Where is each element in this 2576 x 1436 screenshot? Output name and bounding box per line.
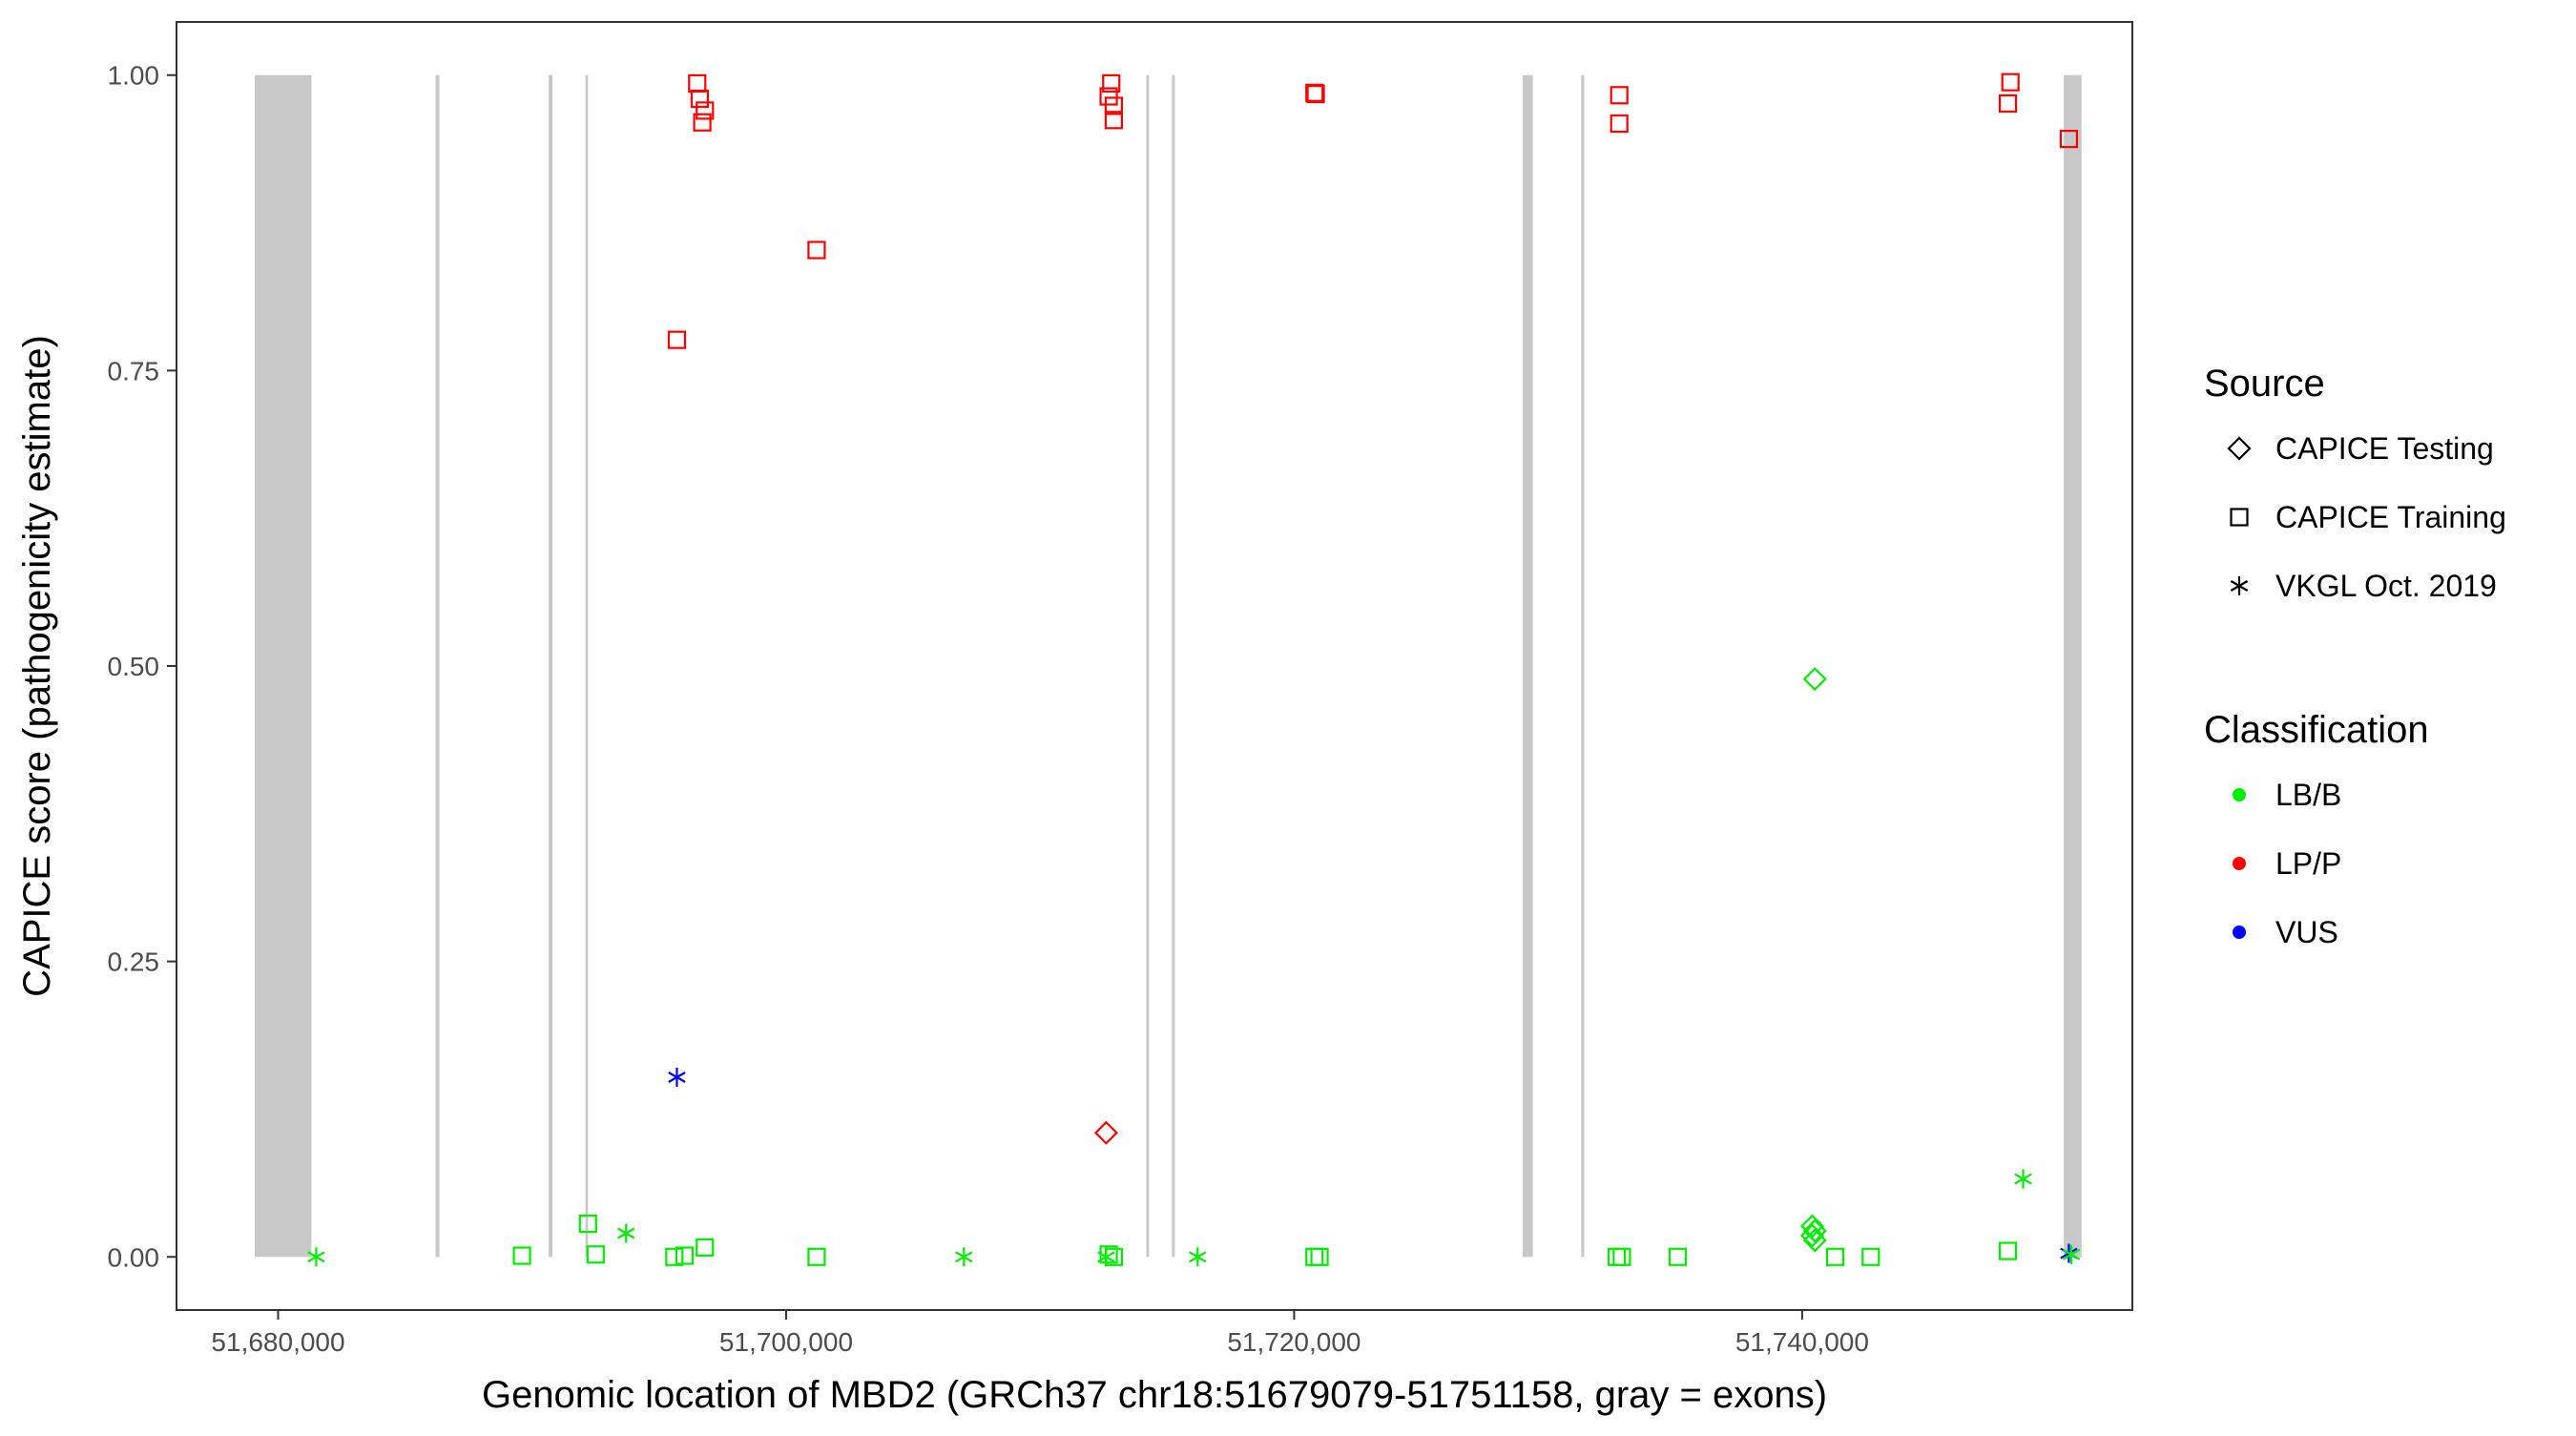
data-point-12 — [1306, 84, 1325, 104]
legend: Source CAPICE Testing CAPICE Training VKGL … — [2204, 363, 2506, 949]
y-tick-label-4: 0.75 — [108, 356, 160, 385]
legend-key-2-3 — [2233, 926, 2246, 939]
data-point-18 — [1093, 1120, 1118, 1145]
data-point-4 — [693, 113, 712, 132]
data-point-19 — [1802, 667, 1827, 692]
x-tick-label-3: 51,720,000 — [1227, 1327, 1361, 1357]
x-tick-label-2: 51,700,000 — [719, 1327, 853, 1357]
exon-band-7 — [1523, 74, 1533, 1258]
data-point-27 — [617, 1223, 635, 1243]
data-point-28 — [955, 1247, 973, 1267]
data-point-22 — [1799, 1223, 1825, 1248]
data-point-35 — [586, 1245, 605, 1264]
data-point-5 — [667, 330, 687, 349]
data-point-11 — [1305, 83, 1324, 102]
data-point-43 — [1310, 1247, 1329, 1266]
legend-key-1-1 — [2227, 436, 2252, 461]
exon-band-6 — [1172, 74, 1175, 1258]
data-point-30 — [1189, 1247, 1207, 1267]
legend-title-1: Source — [2204, 363, 2325, 405]
data-point-34 — [578, 1214, 597, 1234]
legend-label-1-1: CAPICE Testing — [2275, 431, 2494, 466]
data-point-33 — [512, 1246, 531, 1265]
data-point-47 — [1825, 1247, 1845, 1266]
exon-band-1 — [254, 74, 312, 1258]
data-point-3 — [696, 101, 715, 120]
y-tick-label-1: 0.00 — [108, 1242, 160, 1272]
data-point-2 — [690, 89, 710, 109]
y-axis-title: CAPICE score (pathogenicity estimate) — [16, 335, 58, 997]
data-point-40 — [1099, 1245, 1118, 1264]
data-point-38 — [696, 1238, 715, 1257]
y-tick-label-2: 0.25 — [108, 947, 160, 977]
data-point-31 — [2014, 1169, 2032, 1189]
data-point-48 — [1861, 1247, 1880, 1266]
y-tick-label-5: 1.00 — [108, 61, 160, 91]
data-point-6 — [807, 240, 826, 260]
legend-key-2-2 — [2233, 857, 2246, 870]
exon-band-9 — [2064, 74, 2082, 1258]
legend-key-1-3 — [2230, 576, 2249, 595]
data-point-39 — [807, 1247, 826, 1266]
data-point-24 — [668, 1068, 686, 1088]
y-tick-label-3: 0.50 — [108, 652, 160, 681]
legend-label-2-3: VUS — [2275, 915, 2338, 949]
data-point-17 — [2059, 130, 2079, 149]
data-point-49 — [1998, 1241, 2018, 1260]
data-point-13 — [1610, 86, 1629, 105]
legend-label-1-3: VKGL Oct. 2019 — [2275, 569, 2497, 603]
exon-band-4 — [585, 74, 589, 1258]
data-point-37 — [675, 1246, 695, 1265]
x-tick-label-1: 51,680,000 — [211, 1327, 344, 1357]
data-point-41 — [1104, 1247, 1124, 1266]
data-point-36 — [665, 1247, 684, 1266]
exon-band-2 — [435, 74, 440, 1258]
data-point-10 — [1104, 111, 1124, 130]
points-layer — [307, 73, 2081, 1267]
data-point-32 — [2062, 1244, 2081, 1264]
legend-key-2-1 — [2233, 788, 2246, 801]
exon-band-5 — [1146, 74, 1150, 1258]
legend-title-2: Classification — [2204, 709, 2429, 751]
exons-layer — [254, 74, 2082, 1258]
data-point-21 — [1802, 1218, 1827, 1243]
legend-label-1-2: CAPICE Training — [2275, 500, 2506, 534]
data-point-16 — [1998, 94, 2018, 114]
legend-label-2-1: LB/B — [2275, 778, 2341, 812]
data-point-23 — [1802, 1228, 1827, 1253]
data-point-20 — [1799, 1214, 1825, 1238]
exon-band-8 — [1581, 74, 1585, 1258]
data-point-7 — [1102, 73, 1121, 94]
x-axis-title: Genomic location of MBD2 (GRCh37 chr18:5… — [482, 1374, 1827, 1416]
x-tick-label-4: 51,740,000 — [1735, 1327, 1869, 1357]
exon-band-3 — [549, 74, 553, 1258]
y-axis: 0.00 0.25 0.50 0.75 1.00 — [108, 61, 177, 1272]
data-point-26 — [307, 1247, 325, 1267]
x-axis: 51,680,000 51,700,000 51,720,000 51,740,000 — [211, 1310, 1869, 1357]
data-point-46 — [1668, 1247, 1688, 1266]
data-point-14 — [1610, 114, 1629, 134]
data-point-9 — [1104, 96, 1124, 115]
legend-label-2-2: LP/P — [2275, 846, 2341, 881]
data-point-15 — [2001, 73, 2020, 92]
data-point-45 — [1612, 1247, 1631, 1266]
legend-key-1-2 — [2230, 508, 2249, 527]
data-point-8 — [1099, 87, 1118, 106]
